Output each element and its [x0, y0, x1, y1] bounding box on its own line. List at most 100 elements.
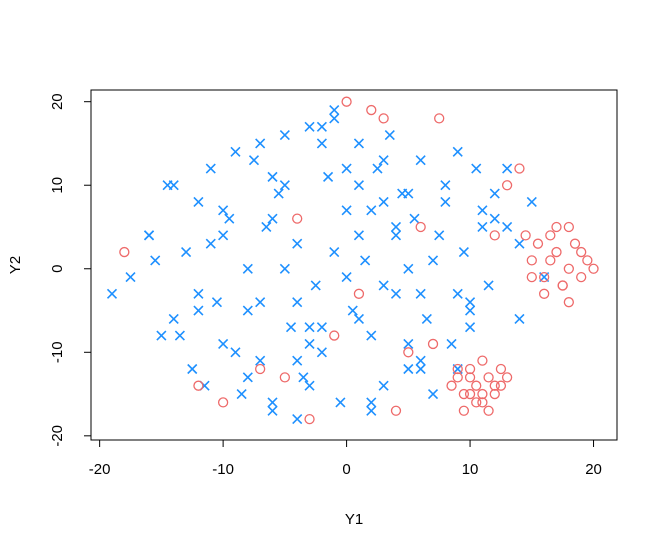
- point: [514, 163, 525, 174]
- point: [403, 263, 414, 274]
- point: [403, 338, 414, 350]
- point: [569, 238, 581, 249]
- point: [292, 213, 303, 224]
- point: [427, 255, 439, 266]
- point: [242, 372, 253, 383]
- point: [501, 372, 513, 383]
- point: [427, 388, 439, 400]
- x-axis-label: Y1: [345, 511, 363, 528]
- point: [267, 405, 278, 416]
- point: [316, 322, 327, 333]
- point: [174, 330, 185, 341]
- point: [458, 388, 470, 400]
- point: [514, 313, 525, 324]
- point: [230, 146, 241, 157]
- point: [119, 246, 130, 258]
- point: [360, 255, 371, 266]
- point: [255, 297, 266, 308]
- point: [310, 280, 321, 291]
- point: [205, 238, 216, 249]
- point: [329, 104, 340, 116]
- point: [372, 163, 383, 174]
- point: [526, 255, 537, 266]
- point: [168, 313, 179, 324]
- y-axis-label: Y2: [7, 256, 24, 274]
- x-tick-label: 10: [462, 461, 479, 478]
- point: [261, 221, 272, 233]
- point: [421, 313, 432, 324]
- point: [255, 363, 266, 375]
- point: [434, 113, 445, 124]
- point: [267, 171, 278, 182]
- point: [366, 330, 377, 341]
- point: [323, 171, 334, 182]
- point: [452, 363, 463, 375]
- point: [211, 297, 223, 308]
- point: [489, 213, 500, 224]
- point: [193, 380, 204, 391]
- point: [483, 280, 494, 291]
- point: [440, 196, 451, 207]
- point: [316, 121, 327, 132]
- point: [477, 221, 488, 233]
- point: [563, 221, 574, 233]
- point: [279, 372, 291, 383]
- point: [335, 397, 346, 408]
- point: [452, 372, 463, 383]
- point: [125, 272, 136, 283]
- point: [187, 363, 198, 375]
- point: [236, 388, 247, 400]
- point: [489, 388, 500, 400]
- point: [415, 363, 426, 375]
- point: [366, 205, 377, 216]
- point: [279, 180, 290, 191]
- point: [267, 397, 278, 408]
- point: [440, 180, 451, 191]
- point: [329, 246, 340, 258]
- point: [347, 305, 358, 316]
- point: [292, 355, 303, 366]
- point: [563, 297, 574, 308]
- point: [205, 163, 216, 174]
- point: [502, 221, 513, 233]
- point: [415, 221, 426, 233]
- point: [298, 372, 309, 383]
- point: [464, 372, 476, 383]
- point: [477, 355, 488, 366]
- point: [464, 363, 476, 375]
- point: [248, 155, 260, 166]
- point: [576, 271, 587, 283]
- point: [452, 288, 463, 299]
- point: [415, 288, 426, 299]
- point: [292, 238, 303, 249]
- point: [316, 347, 327, 358]
- point: [193, 196, 204, 207]
- point: [316, 138, 327, 149]
- point: [353, 288, 365, 299]
- point: [588, 263, 599, 274]
- x-tick-label: 0: [342, 461, 350, 478]
- point: [242, 263, 253, 274]
- x-tick-label: -10: [212, 461, 234, 478]
- point: [242, 305, 253, 316]
- point: [465, 297, 476, 308]
- y-tick-label: 0: [49, 265, 66, 273]
- point: [353, 180, 365, 191]
- point: [532, 238, 544, 249]
- point: [341, 272, 352, 283]
- point: [193, 305, 204, 316]
- point: [477, 205, 488, 216]
- point: [403, 188, 414, 199]
- point: [168, 180, 179, 191]
- point: [415, 155, 426, 166]
- point: [489, 230, 500, 241]
- point: [341, 163, 352, 174]
- point: [576, 246, 587, 258]
- point: [341, 96, 352, 107]
- point: [181, 246, 192, 258]
- point: [304, 338, 315, 350]
- point: [285, 322, 297, 333]
- point: [403, 347, 414, 358]
- point: [353, 313, 365, 324]
